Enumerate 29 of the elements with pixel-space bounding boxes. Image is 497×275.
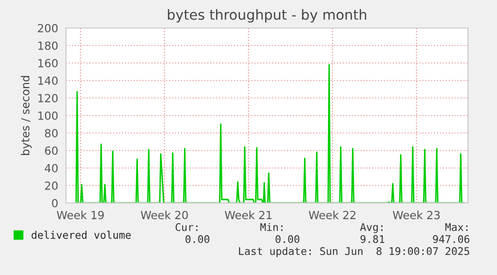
text: 0.00 (276, 235, 300, 244)
text: 9.81 (360, 235, 384, 244)
text: Avg: (360, 223, 382, 234)
chart-title: bytes throughput - by month (168, 9, 366, 23)
y-tick-label: 120 (38, 94, 58, 102)
y-tick-label: 60 (45, 146, 58, 155)
text: Max: (445, 223, 468, 232)
text: Cur: (176, 223, 198, 232)
x-tick-label: Week 21 (224, 210, 272, 220)
y-tick-label: 200 (38, 24, 58, 32)
y-tick-label: 100 (38, 111, 58, 120)
legend-label: delivered volume (32, 230, 131, 239)
y-tick-label: 160 (38, 58, 58, 68)
x-tick-label: Week 22 (308, 210, 356, 220)
text: 0.00 (186, 235, 210, 244)
y-tick-label: 20 (45, 181, 58, 190)
y-tick-label: 80 (44, 128, 58, 138)
y-tick-label: 0 (52, 198, 58, 208)
y-axis-title: bytes / second (20, 76, 32, 156)
y-tick-label: 140 (38, 76, 58, 85)
line-series (75, 64, 466, 203)
y-tick-label: 40 (44, 164, 58, 172)
text: Min: (260, 222, 282, 231)
x-tick-label: Week 20 (140, 210, 188, 220)
text: 947.06 (433, 235, 470, 244)
text: Last update: Sun Jun 8 19:00:07 2025 (239, 246, 470, 258)
x-tick-label: Week 19 (56, 210, 104, 220)
y-tick-label: 180 (38, 41, 58, 50)
x-tick-label: Week 23 (392, 210, 440, 220)
